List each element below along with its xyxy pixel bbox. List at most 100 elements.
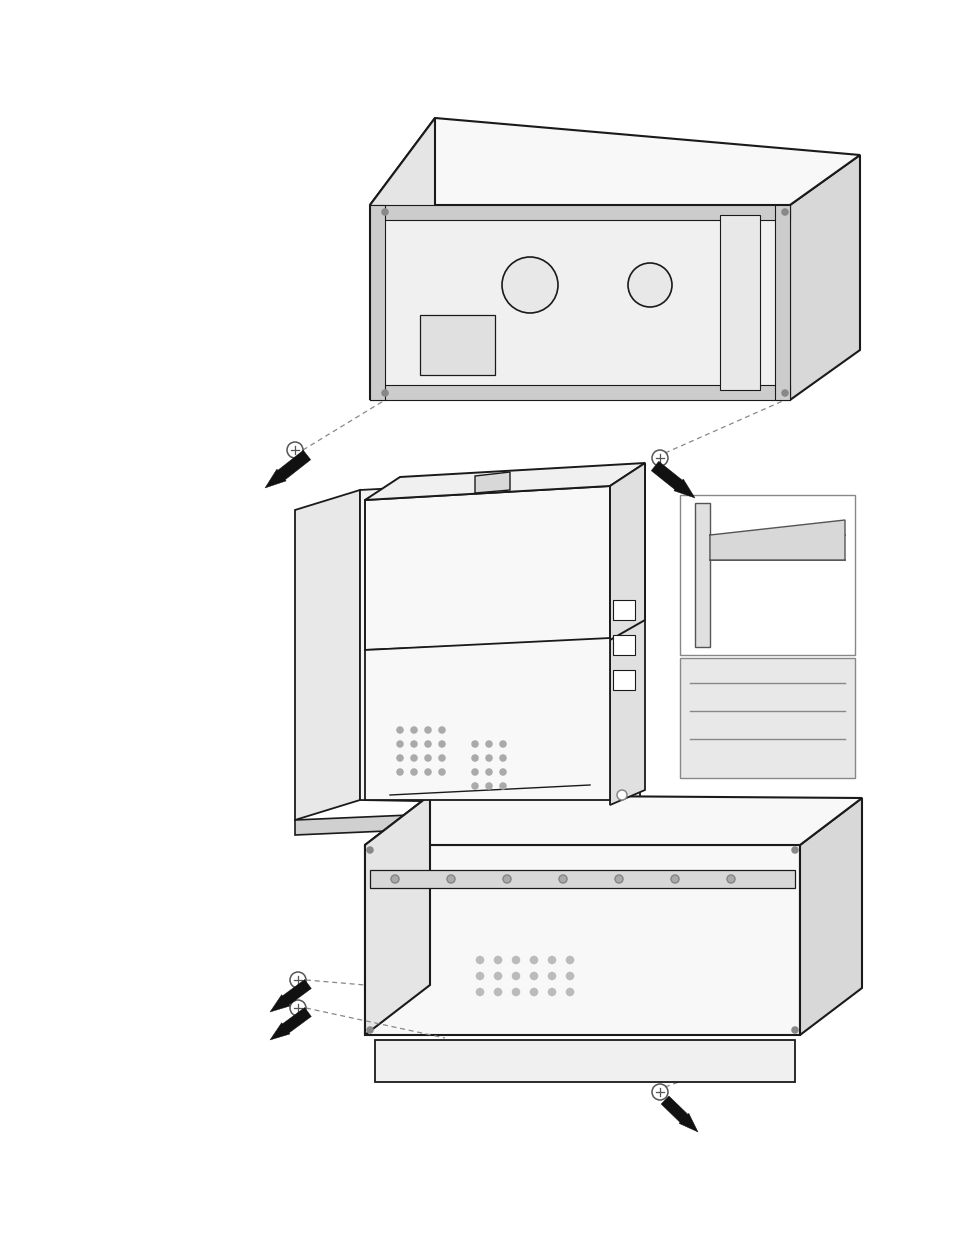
Circle shape bbox=[615, 876, 622, 883]
Bar bbox=[679, 495, 854, 655]
Circle shape bbox=[566, 988, 573, 995]
Polygon shape bbox=[365, 845, 800, 1035]
Circle shape bbox=[781, 390, 787, 396]
Circle shape bbox=[391, 876, 398, 883]
Circle shape bbox=[499, 741, 505, 747]
Circle shape bbox=[424, 769, 431, 776]
Circle shape bbox=[627, 263, 671, 308]
Bar bbox=[419, 315, 495, 375]
Circle shape bbox=[424, 755, 431, 761]
Circle shape bbox=[411, 727, 416, 734]
Polygon shape bbox=[774, 205, 789, 400]
Circle shape bbox=[472, 769, 477, 776]
Circle shape bbox=[367, 847, 373, 853]
Circle shape bbox=[494, 972, 501, 979]
Circle shape bbox=[617, 790, 626, 800]
Circle shape bbox=[485, 769, 492, 776]
Circle shape bbox=[424, 741, 431, 747]
Circle shape bbox=[512, 988, 519, 995]
Circle shape bbox=[499, 783, 505, 789]
Circle shape bbox=[411, 755, 416, 761]
Circle shape bbox=[438, 741, 444, 747]
Polygon shape bbox=[365, 795, 430, 1035]
Circle shape bbox=[781, 209, 787, 215]
Polygon shape bbox=[370, 205, 789, 220]
Polygon shape bbox=[270, 979, 311, 1011]
Circle shape bbox=[396, 769, 402, 776]
Polygon shape bbox=[294, 490, 359, 820]
Circle shape bbox=[499, 755, 505, 761]
Circle shape bbox=[485, 783, 492, 789]
Circle shape bbox=[494, 956, 501, 963]
Circle shape bbox=[381, 209, 388, 215]
Circle shape bbox=[476, 956, 483, 963]
Polygon shape bbox=[365, 487, 609, 650]
Circle shape bbox=[472, 783, 477, 789]
Circle shape bbox=[566, 956, 573, 963]
Polygon shape bbox=[379, 219, 780, 388]
Circle shape bbox=[438, 727, 444, 734]
Polygon shape bbox=[365, 463, 644, 500]
Circle shape bbox=[485, 741, 492, 747]
Circle shape bbox=[438, 769, 444, 776]
Polygon shape bbox=[294, 805, 639, 835]
Polygon shape bbox=[370, 869, 794, 888]
Polygon shape bbox=[359, 475, 639, 805]
Polygon shape bbox=[475, 472, 510, 493]
Polygon shape bbox=[370, 119, 859, 205]
Circle shape bbox=[472, 741, 477, 747]
Bar bbox=[613, 671, 635, 690]
Polygon shape bbox=[609, 463, 644, 640]
Bar bbox=[679, 658, 854, 778]
Bar bbox=[613, 635, 635, 655]
Polygon shape bbox=[370, 119, 435, 400]
Circle shape bbox=[548, 956, 555, 963]
Circle shape bbox=[485, 755, 492, 761]
Circle shape bbox=[558, 876, 566, 883]
Circle shape bbox=[447, 876, 455, 883]
Circle shape bbox=[411, 741, 416, 747]
Circle shape bbox=[548, 988, 555, 995]
Circle shape bbox=[502, 876, 511, 883]
Polygon shape bbox=[789, 156, 859, 400]
Circle shape bbox=[726, 876, 734, 883]
Circle shape bbox=[396, 727, 402, 734]
Polygon shape bbox=[609, 463, 644, 805]
Circle shape bbox=[530, 988, 537, 995]
Circle shape bbox=[381, 390, 388, 396]
Polygon shape bbox=[651, 462, 695, 498]
Circle shape bbox=[501, 257, 558, 312]
Circle shape bbox=[411, 769, 416, 776]
Circle shape bbox=[499, 769, 505, 776]
Polygon shape bbox=[265, 451, 311, 488]
Polygon shape bbox=[370, 385, 789, 400]
Polygon shape bbox=[375, 1040, 794, 1082]
Circle shape bbox=[512, 972, 519, 979]
Polygon shape bbox=[709, 520, 844, 559]
Polygon shape bbox=[695, 503, 709, 647]
Circle shape bbox=[670, 876, 679, 883]
Circle shape bbox=[438, 755, 444, 761]
Circle shape bbox=[396, 741, 402, 747]
Circle shape bbox=[566, 972, 573, 979]
Circle shape bbox=[548, 972, 555, 979]
Circle shape bbox=[476, 972, 483, 979]
Polygon shape bbox=[370, 205, 385, 400]
Polygon shape bbox=[365, 638, 609, 800]
Circle shape bbox=[396, 755, 402, 761]
Polygon shape bbox=[365, 795, 862, 845]
Circle shape bbox=[424, 727, 431, 734]
Circle shape bbox=[791, 1028, 797, 1032]
Circle shape bbox=[530, 956, 537, 963]
Circle shape bbox=[476, 988, 483, 995]
Circle shape bbox=[494, 988, 501, 995]
Circle shape bbox=[367, 1028, 373, 1032]
Circle shape bbox=[791, 847, 797, 853]
Polygon shape bbox=[720, 215, 760, 390]
Polygon shape bbox=[800, 798, 862, 1035]
Polygon shape bbox=[270, 1008, 311, 1040]
Polygon shape bbox=[660, 1095, 698, 1132]
Bar bbox=[613, 600, 635, 620]
Circle shape bbox=[512, 956, 519, 963]
Circle shape bbox=[472, 755, 477, 761]
